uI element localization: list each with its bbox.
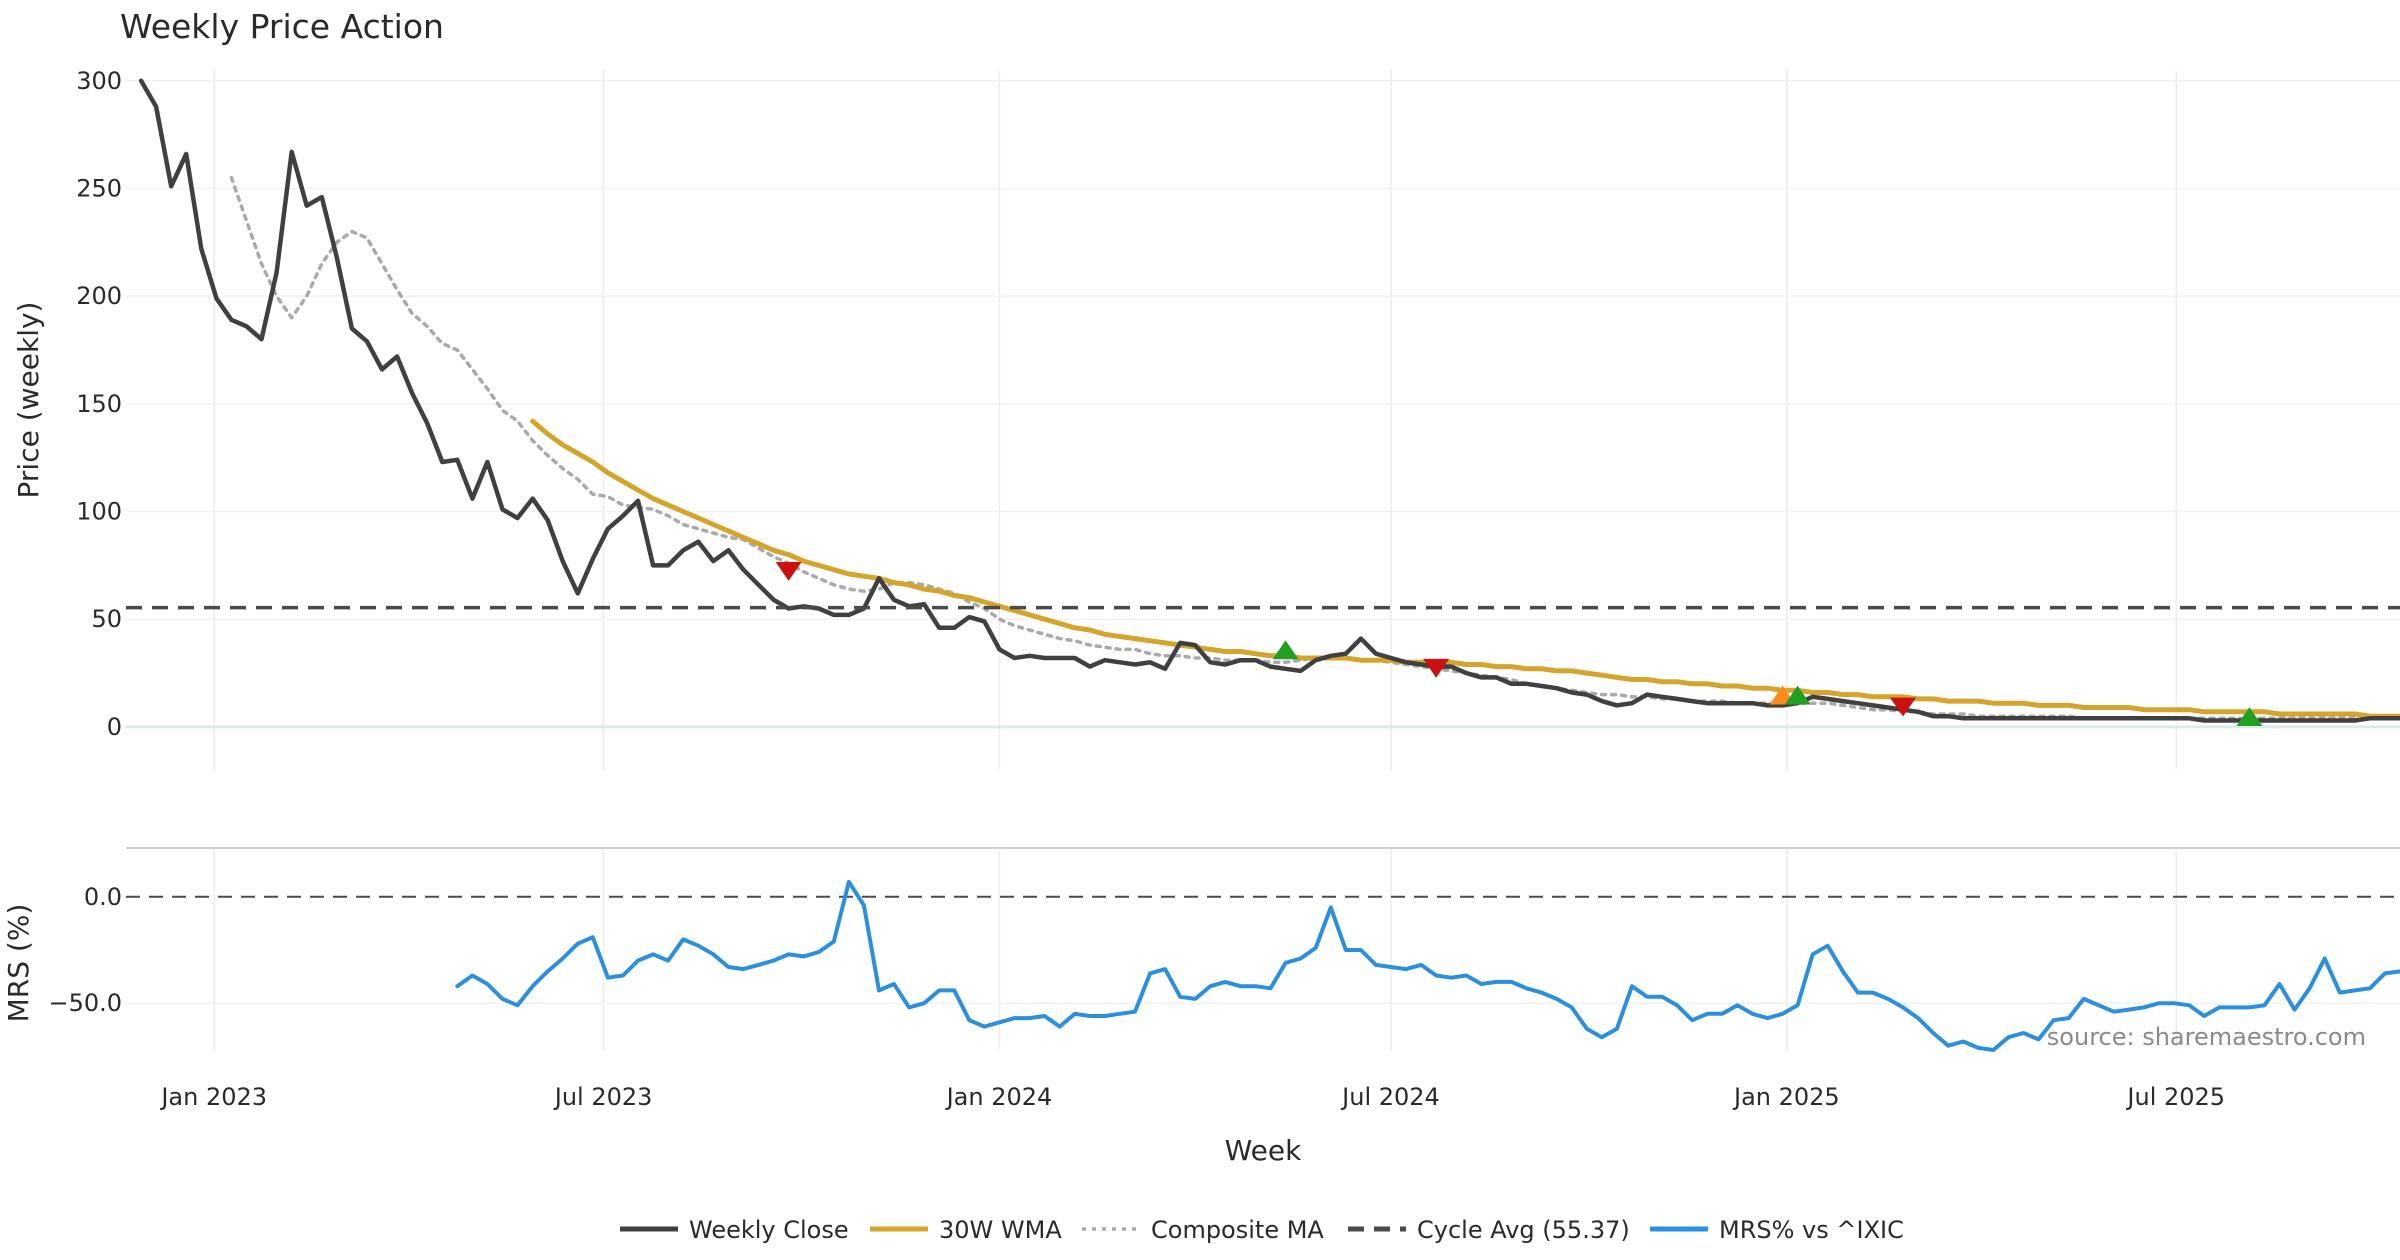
legend-label: 30W WMA — [939, 1216, 1062, 1244]
buy-signal-marker — [2236, 707, 2263, 727]
x-tick-labels: Jan 2023 Jul 2023 Jan 2024 Jul 2024 Jan 2025… — [159, 1083, 2225, 1111]
mrs-y-tick: −50.0 — [48, 989, 122, 1017]
x-tick-label: Jan 2024 — [945, 1083, 1053, 1111]
price-y-tick: 300 — [76, 67, 122, 95]
mrs-y-tick-labels: −50.0 0.0 — [48, 883, 122, 1017]
chart-title: Weekly Price Action — [120, 7, 444, 46]
price-y-tick: 200 — [76, 282, 122, 310]
series-line-weekly-close — [138, 78, 2400, 723]
buy-signal-marker — [1784, 685, 1811, 705]
mrs-plot-area — [455, 879, 2400, 1052]
legend-label: MRS% vs ^IXIC — [1719, 1216, 1904, 1244]
mrs-panel: −50.0 0.0 MRS (%) source: sharemaestro.co… — [2, 847, 2400, 1052]
sell-signal-marker — [1423, 658, 1450, 678]
legend-label: Cycle Avg (55.37) — [1417, 1216, 1630, 1244]
mrs-y-axis-label: MRS (%) — [2, 904, 35, 1023]
series-line-30w-wma — [530, 418, 2400, 719]
x-axis-label: Week — [1225, 1134, 1302, 1167]
price-y-tick-labels: 0 50 100 150 200 250 300 — [76, 67, 122, 741]
source-note: source: sharemaestro.com — [2047, 1023, 2366, 1051]
mrs-y-tick: 0.0 — [84, 883, 122, 911]
legend: Weekly Close 30W WMA Composite MA Cycle Avg… — [620, 1216, 1904, 1244]
price-y-tick: 150 — [76, 390, 122, 418]
legend-label: Composite MA — [1151, 1216, 1324, 1244]
x-tick-label: Jul 2023 — [553, 1083, 653, 1111]
legend-label: Weekly Close — [689, 1216, 849, 1244]
series-line-mrs-vs-ixic — [455, 879, 2400, 1052]
series-line-composite-ma — [229, 175, 2357, 721]
price-y-tick: 50 — [91, 605, 122, 633]
price-y-tick: 100 — [76, 498, 122, 526]
sell-signal-marker — [775, 561, 802, 581]
mrs-gridlines — [126, 850, 2400, 1050]
price-y-tick: 0 — [107, 713, 122, 741]
buy-signal-marker — [1272, 640, 1299, 660]
price-panel: 0 50 100 150 200 250 300 Price (weekly) — [12, 67, 2400, 770]
x-tick-label: Jul 2025 — [2125, 1083, 2225, 1111]
sell-signal-marker — [1890, 697, 1917, 717]
x-tick-label: Jan 2023 — [159, 1083, 267, 1111]
price-plot-area — [126, 78, 2400, 727]
x-tick-label: Jul 2024 — [1340, 1083, 1440, 1111]
price-y-axis-label: Price (weekly) — [12, 302, 45, 499]
price-gridlines — [126, 70, 2400, 770]
price-y-tick: 250 — [76, 174, 122, 202]
x-tick-label: Jan 2025 — [1732, 1083, 1840, 1111]
